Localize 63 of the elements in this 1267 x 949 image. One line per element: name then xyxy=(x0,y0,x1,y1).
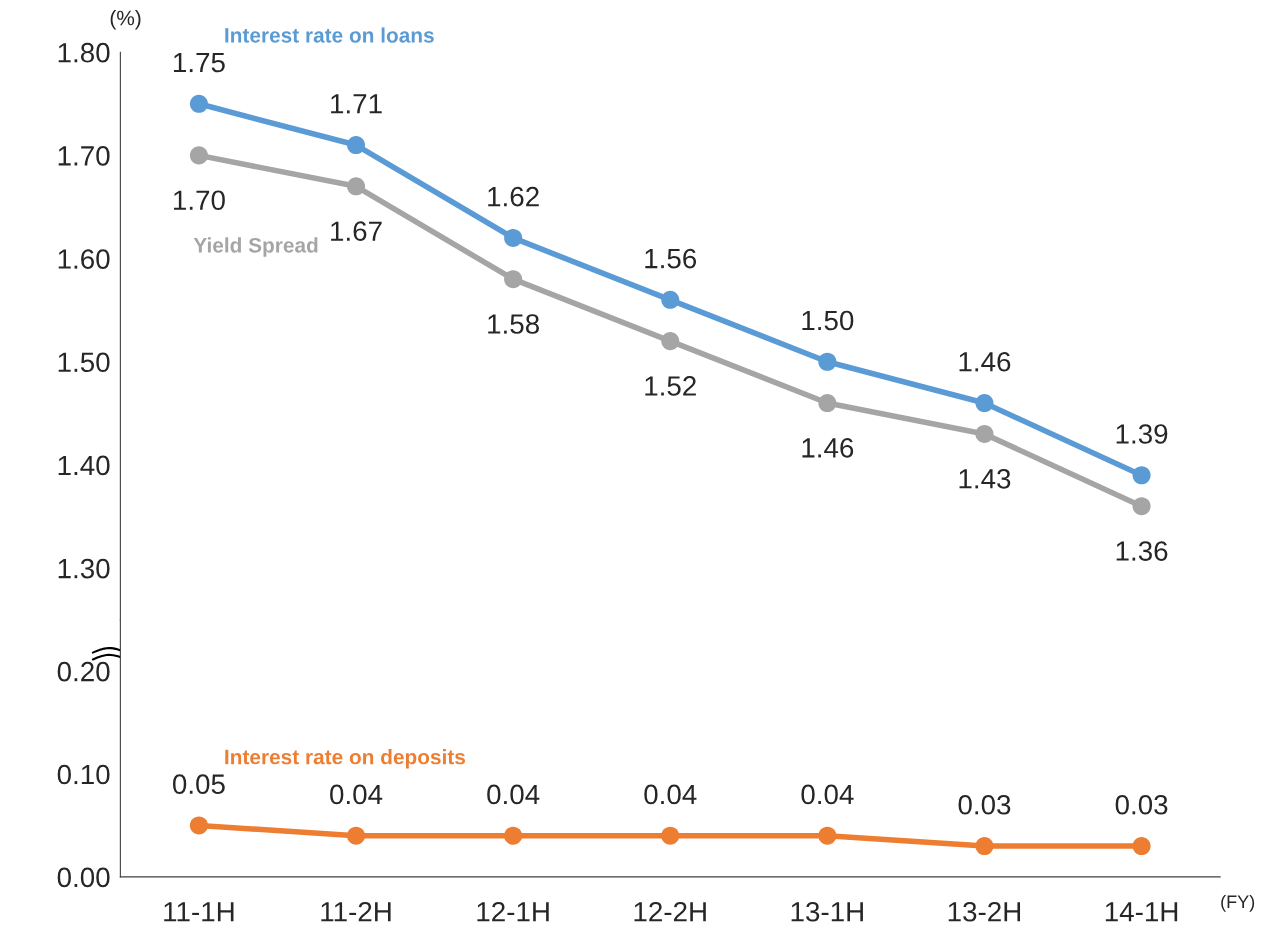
data-label: 0.04 xyxy=(487,784,540,805)
data-label: 1.75 xyxy=(174,52,225,73)
point xyxy=(975,424,994,443)
y-tick-label: 1.50 xyxy=(58,352,110,373)
point xyxy=(818,393,837,413)
x-tick-label: 13-1H xyxy=(791,901,863,922)
point xyxy=(661,290,680,309)
data-label: 0.03 xyxy=(1115,794,1168,815)
y-tick-label: 1.40 xyxy=(58,455,110,476)
y-axis-title: (%) xyxy=(110,10,141,30)
data-label: 0.04 xyxy=(644,784,697,805)
data-label: 1.50 xyxy=(802,310,854,331)
x-tick-label: 12-1H xyxy=(477,901,549,922)
y-tick-label: 1.70 xyxy=(58,146,110,166)
data-label: 0.03 xyxy=(958,794,1011,815)
data-label: 0.05 xyxy=(172,774,225,795)
data-label: 1.56 xyxy=(645,248,697,269)
point xyxy=(1132,836,1151,856)
data-label: 1.67 xyxy=(331,221,382,242)
point xyxy=(818,826,837,845)
point xyxy=(1132,466,1151,485)
point xyxy=(347,177,366,196)
point xyxy=(661,332,680,351)
x-tick-label: 11-1H xyxy=(164,902,234,922)
y-tick-label: 0.20 xyxy=(57,661,110,682)
x-tick-label: 11-2H xyxy=(321,901,391,922)
data-label: 1.36 xyxy=(1116,541,1168,561)
data-label: 1.39 xyxy=(1116,424,1168,444)
y-tick-label: 1.80 xyxy=(58,42,110,63)
x-axis-title: (FY) xyxy=(1221,894,1255,912)
data-label: 0.04 xyxy=(330,784,383,805)
point xyxy=(504,228,523,247)
data-label: 1.71 xyxy=(331,94,382,114)
x-tick-label: 14-1H xyxy=(1105,902,1178,922)
point xyxy=(189,816,208,835)
data-label: 1.46 xyxy=(802,438,854,458)
point xyxy=(504,826,523,845)
x-tick-label: 13-2H xyxy=(948,901,1021,922)
text: Interest rate on loans xyxy=(225,27,434,43)
point xyxy=(975,836,994,856)
text: Yield Spread xyxy=(193,237,318,257)
data-label: 1.70 xyxy=(174,190,225,211)
y-tick-label: 1.60 xyxy=(58,249,110,269)
point xyxy=(347,136,366,155)
y-tick-label: 0.10 xyxy=(57,764,110,785)
point xyxy=(504,270,523,289)
data-label: 1.46 xyxy=(959,351,1011,372)
point xyxy=(189,94,208,113)
data-label: 1.62 xyxy=(488,186,539,207)
point xyxy=(818,352,837,371)
point xyxy=(347,826,366,845)
point xyxy=(189,146,208,165)
data-label: 0.04 xyxy=(801,784,854,805)
data-label: 1.43 xyxy=(959,468,1011,489)
point xyxy=(661,826,680,845)
text: Interest rate on deposits xyxy=(225,749,466,769)
point xyxy=(1132,497,1151,516)
y-tick-label: 0.00 xyxy=(57,867,110,888)
y-tick-label: 1.30 xyxy=(58,558,110,579)
data-label: 1.52 xyxy=(645,376,696,396)
x-tick-label: 12-2H xyxy=(634,901,706,922)
point xyxy=(975,393,994,413)
data-label: 1.58 xyxy=(488,314,539,334)
